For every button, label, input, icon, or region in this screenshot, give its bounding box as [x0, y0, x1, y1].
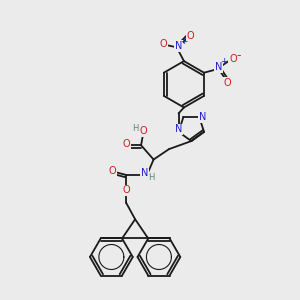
Text: +: +	[180, 37, 188, 46]
Text: O: O	[140, 126, 147, 136]
Text: N: N	[175, 124, 182, 134]
Text: N: N	[141, 169, 148, 178]
Text: O: O	[108, 166, 116, 176]
Text: O: O	[224, 77, 231, 88]
Text: O: O	[187, 31, 195, 41]
Text: N: N	[175, 41, 183, 51]
Text: -: -	[236, 49, 241, 62]
Text: O: O	[159, 39, 167, 49]
Text: O: O	[122, 185, 130, 195]
Text: N: N	[215, 62, 223, 72]
Text: N: N	[199, 112, 206, 122]
Text: H: H	[148, 173, 155, 182]
Text: +: +	[220, 57, 228, 66]
Text: H: H	[132, 124, 138, 134]
Text: O: O	[122, 139, 130, 149]
Text: O: O	[229, 54, 237, 64]
